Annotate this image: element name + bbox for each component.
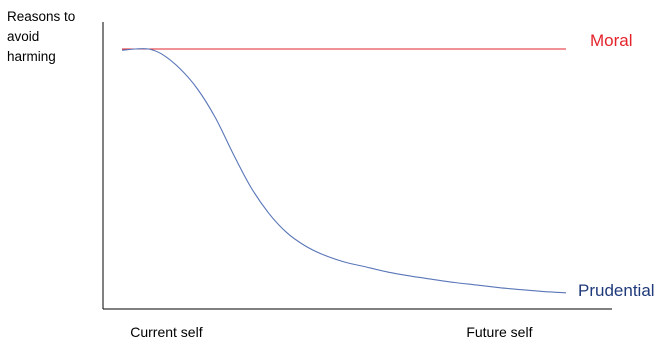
y-axis-label-line-2: avoid bbox=[7, 29, 39, 44]
y-axis-label: Reasons to avoid harming bbox=[7, 9, 75, 64]
y-axis-label-line-1: Reasons to bbox=[7, 9, 75, 24]
series-label-moral: Moral bbox=[590, 31, 633, 50]
series-label-prudential: Prudential bbox=[578, 281, 655, 300]
x-tick-label-future-self: Future self bbox=[466, 324, 532, 340]
series-line-prudential bbox=[121, 48, 567, 294]
x-tick-label-current-self: Current self bbox=[130, 324, 202, 340]
y-axis-label-line-3: harming bbox=[7, 49, 56, 64]
